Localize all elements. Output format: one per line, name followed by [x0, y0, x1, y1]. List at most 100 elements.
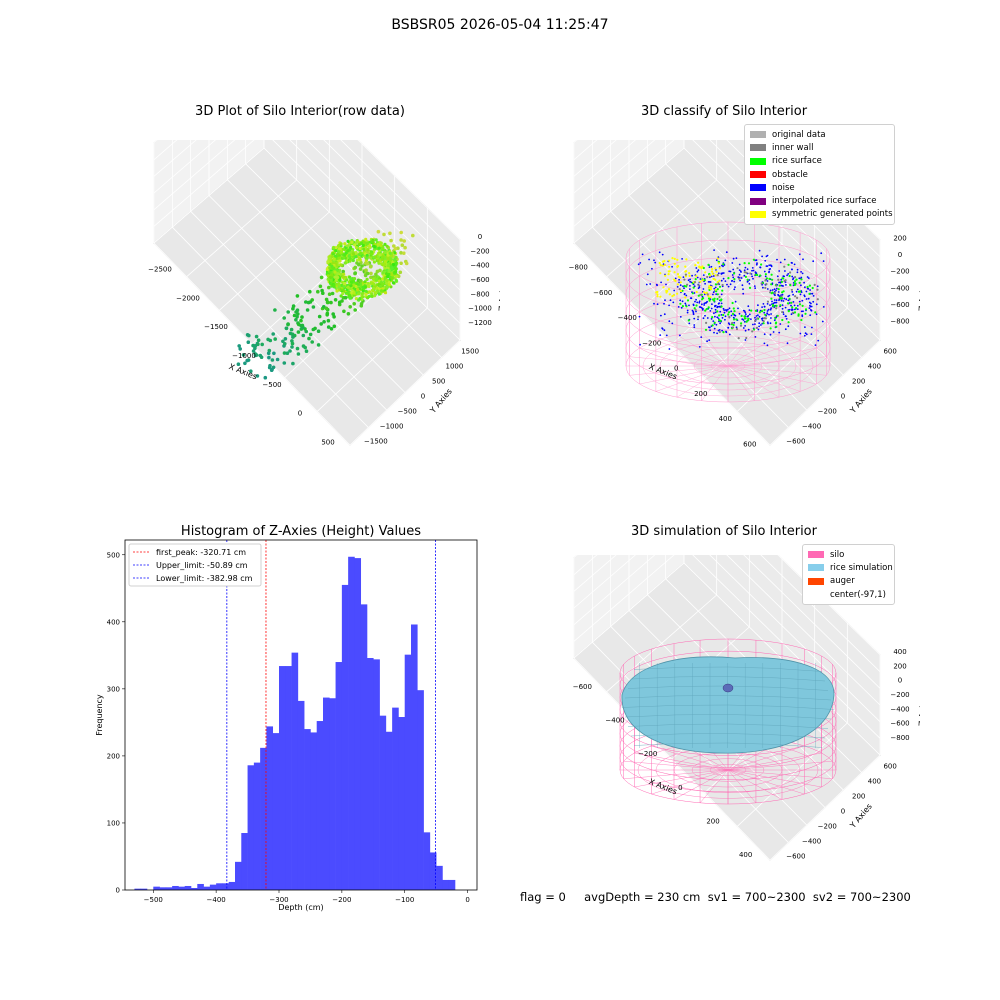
classified-point [778, 284, 781, 287]
plot-frame [124, 539, 478, 891]
classified-point [716, 310, 719, 313]
classified-point [712, 277, 715, 281]
classified-point [711, 268, 714, 271]
classified-point [769, 327, 772, 330]
histogram-bar [379, 715, 387, 890]
classified-point [762, 303, 765, 305]
data-point [358, 246, 362, 251]
classified-point [750, 318, 752, 320]
classified-point [730, 310, 733, 313]
data-point [382, 232, 386, 237]
classified-point [696, 301, 699, 304]
data-point [381, 271, 385, 275]
classified-point [774, 317, 777, 320]
classified-point [664, 263, 667, 266]
data-point [343, 242, 347, 246]
classified-point [668, 270, 671, 273]
classified-point [772, 331, 775, 333]
classified-point [766, 280, 769, 282]
classified-point [762, 320, 765, 323]
data-point [291, 306, 295, 311]
data-point [304, 349, 309, 353]
data-point [354, 251, 358, 255]
z-tick-label: −400 [470, 262, 489, 270]
classified-point [808, 292, 811, 295]
silo-floor-ring [642, 335, 814, 397]
classified-point [714, 304, 716, 307]
classified-point [676, 258, 679, 261]
classified-point [700, 306, 703, 309]
data-point [356, 287, 360, 292]
classified-point [733, 310, 736, 313]
classified-point [775, 289, 777, 292]
classified-point [768, 277, 771, 280]
y-axis-label: Y Axies [848, 387, 874, 416]
classified-point [805, 290, 808, 293]
classified-point [714, 274, 717, 277]
classified-point [685, 258, 688, 261]
data-point [348, 305, 352, 309]
classified-point [659, 272, 662, 275]
classified-point [796, 268, 799, 271]
classified-point [784, 315, 787, 318]
grid-line [573, 555, 617, 592]
classified-point [761, 310, 764, 313]
histogram-bar [297, 700, 305, 890]
classified-point [701, 265, 704, 268]
grid-line [769, 754, 881, 861]
data-point [346, 249, 350, 253]
classified-point [743, 262, 746, 265]
classified-point [786, 274, 788, 277]
classified-point [790, 288, 793, 291]
classified-point [787, 325, 790, 328]
legend-label-upper-limit: Upper_limit: -50.89 cm [156, 561, 248, 570]
x-tick-label: −100 [395, 896, 414, 904]
classified-point [748, 286, 752, 289]
y-axis-label: Frequency [95, 694, 104, 736]
grid-line [573, 555, 636, 609]
data-point [368, 240, 372, 244]
z-tick-label: 0 [898, 677, 902, 685]
classified-point [756, 262, 758, 265]
data-point [299, 318, 303, 323]
classified-point [791, 306, 794, 309]
classified-point [766, 321, 769, 324]
y-tick-label: −1000 [380, 423, 404, 431]
classified-point [718, 330, 721, 334]
classified-point [685, 305, 688, 308]
classified-point [787, 310, 790, 313]
classified-point [769, 333, 772, 336]
data-point [361, 285, 365, 289]
classified-point [802, 310, 804, 313]
classified-point [735, 257, 738, 260]
data-point [359, 304, 364, 308]
classified-point [748, 309, 751, 311]
data-point [351, 258, 355, 263]
classified-point [702, 307, 704, 310]
y-tick-label: 200 [107, 752, 120, 760]
legend-swatch [750, 144, 766, 152]
classified-point [763, 333, 766, 336]
y-tick-label: −1500 [364, 438, 388, 446]
z-axis-label: Z Axies (Depth) [917, 248, 920, 311]
grid-line [573, 140, 617, 177]
classified-point [638, 315, 641, 318]
data-point [347, 293, 351, 297]
classified-point [816, 285, 819, 288]
classified-point [685, 285, 688, 288]
data-point [282, 351, 287, 355]
classified-point [773, 292, 776, 295]
classified-point [688, 272, 691, 275]
data-point [337, 285, 341, 289]
data-point [296, 322, 301, 327]
classified-point [810, 333, 813, 335]
classified-point [796, 271, 799, 274]
histogram-bar [165, 887, 173, 890]
silo-floor-ring [659, 341, 797, 391]
z-axis-label: Z Axies (Depth) [497, 248, 500, 311]
classified-point [805, 333, 808, 336]
surface-mesh-line [630, 733, 826, 739]
classified-point [709, 329, 711, 332]
classified-point [760, 317, 763, 320]
classified-point [665, 283, 667, 286]
